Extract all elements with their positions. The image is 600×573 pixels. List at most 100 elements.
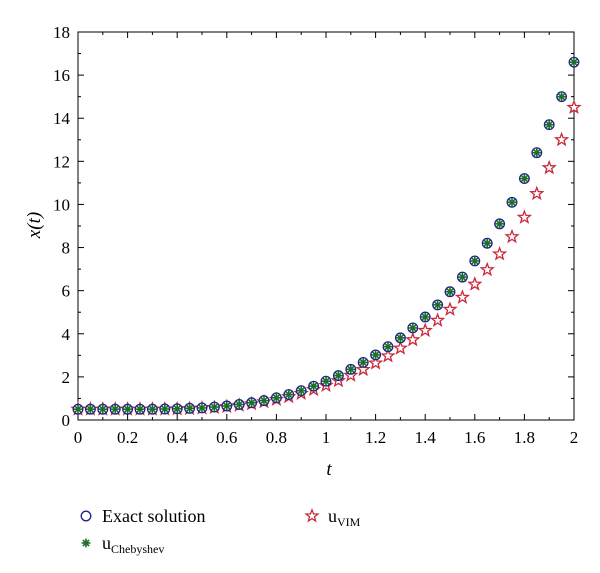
- asterisk-point: [321, 376, 331, 386]
- ticks: 0 0.2 0.4 0.6 0.8 1 1.2 1.4 1.6 1.8 2 0 2 4 6 8 10 12 14 16…: [53, 23, 578, 447]
- asterisk-point: [123, 404, 132, 414]
- legend-entry: Exact solution: [80, 506, 205, 526]
- x-tick-label: 0.6: [216, 428, 237, 447]
- legend-label: uVIM: [328, 506, 361, 529]
- series-circle: [72, 56, 580, 415]
- legend-entry: uChebyshev: [81, 533, 164, 556]
- star-point: [479, 261, 495, 277]
- asterisk-point: [334, 371, 343, 380]
- star-point: [529, 185, 545, 201]
- legend-label-subscript: Chebyshev: [111, 542, 164, 556]
- star-point: [367, 355, 384, 370]
- legend-star-marker: [304, 507, 320, 523]
- asterisk-point: [445, 287, 455, 297]
- asterisk-point: [458, 272, 467, 282]
- asterisk-point: [210, 402, 219, 412]
- asterisk-point: [272, 393, 281, 403]
- star-point: [541, 159, 557, 175]
- y-tick-label: 12: [53, 152, 70, 171]
- asterisk-point: [135, 404, 145, 414]
- star-point: [392, 340, 409, 355]
- y-tick-label: 14: [53, 109, 71, 128]
- x-tick-label: 2: [570, 428, 579, 447]
- asterisk-point: [259, 396, 269, 405]
- asterisk-point: [346, 364, 356, 374]
- star-point: [454, 289, 471, 304]
- asterisk-point: [408, 323, 418, 333]
- asterisk-point: [148, 404, 157, 414]
- star-point: [380, 347, 396, 363]
- asterisk-point: [309, 381, 318, 391]
- x-tick-label: 1.8: [514, 428, 535, 447]
- asterisk-point: [482, 238, 492, 248]
- x-tick-label: 0.4: [167, 428, 189, 447]
- star-point: [467, 276, 483, 291]
- legend-label: uChebyshev: [102, 533, 164, 556]
- asterisk-point: [470, 256, 480, 266]
- asterisk-point: [520, 174, 529, 183]
- star-point: [516, 209, 533, 224]
- star-point: [442, 301, 458, 316]
- star-point: [355, 361, 371, 377]
- asterisk-point: [185, 403, 194, 413]
- asterisk-point: [234, 400, 244, 409]
- asterisk-point: [557, 92, 566, 102]
- asterisk-point: [420, 312, 430, 322]
- y-tick-label: 4: [62, 325, 71, 344]
- asterisk-point: [86, 404, 95, 414]
- asterisk-point: [383, 342, 393, 352]
- y-tick-label: 2: [62, 368, 71, 387]
- legend: Exact solution uChebyshev uVIM: [80, 506, 361, 556]
- x-tick-label: 1.2: [365, 428, 386, 447]
- star-point: [566, 99, 582, 114]
- x-tick-label: 0.8: [266, 428, 287, 447]
- x-tick-label: 0: [74, 428, 83, 447]
- legend-entry: uVIM: [304, 506, 361, 529]
- asterisk-point: [433, 300, 442, 310]
- asterisk-point: [172, 404, 182, 414]
- star-point: [491, 245, 508, 261]
- y-axis-label: x(t): [24, 212, 45, 239]
- star-point: [504, 228, 520, 244]
- asterisk-point: [396, 333, 405, 343]
- asterisk-point: [358, 358, 368, 367]
- asterisk-point: [284, 390, 294, 399]
- asterisk-point: [495, 219, 504, 229]
- asterisk-point: [371, 350, 380, 360]
- asterisk-point: [247, 398, 256, 408]
- series-asterisk: [73, 57, 579, 414]
- legend-label: Exact solution: [102, 506, 205, 526]
- y-tick-label: 6: [62, 282, 71, 301]
- asterisk-point: [507, 197, 517, 207]
- asterisk-point: [296, 386, 306, 396]
- legend-asterisk-marker: [81, 538, 91, 548]
- asterisk-point: [98, 404, 108, 414]
- asterisk-point: [110, 404, 120, 414]
- asterisk-point: [532, 148, 542, 158]
- x-tick-label: 1.6: [464, 428, 485, 447]
- asterisk-point: [73, 404, 83, 414]
- asterisk-point: [544, 120, 554, 130]
- star-point: [417, 322, 433, 338]
- x-tick-label: 1: [322, 428, 331, 447]
- y-tick-label: 8: [62, 239, 71, 258]
- star-point: [553, 131, 570, 147]
- y-tick-label: 0: [62, 411, 71, 430]
- asterisk-point: [569, 57, 579, 67]
- x-tick-label: 1.4: [415, 428, 437, 447]
- star-point: [429, 312, 446, 327]
- y-tick-label: 10: [53, 195, 70, 214]
- x-axis-label: t: [326, 459, 332, 480]
- asterisk-point: [222, 401, 232, 411]
- series-star: [70, 99, 582, 416]
- star-point: [405, 331, 421, 347]
- x-tick-label: 0.2: [117, 428, 138, 447]
- legend-circle-marker: [80, 510, 92, 522]
- data-marks: [70, 56, 582, 416]
- asterisk-point: [197, 403, 207, 413]
- y-tick-label: 16: [53, 66, 70, 85]
- y-tick-label: 18: [53, 23, 70, 42]
- asterisk-point: [160, 404, 170, 414]
- legend-label-subscript: VIM: [337, 515, 361, 529]
